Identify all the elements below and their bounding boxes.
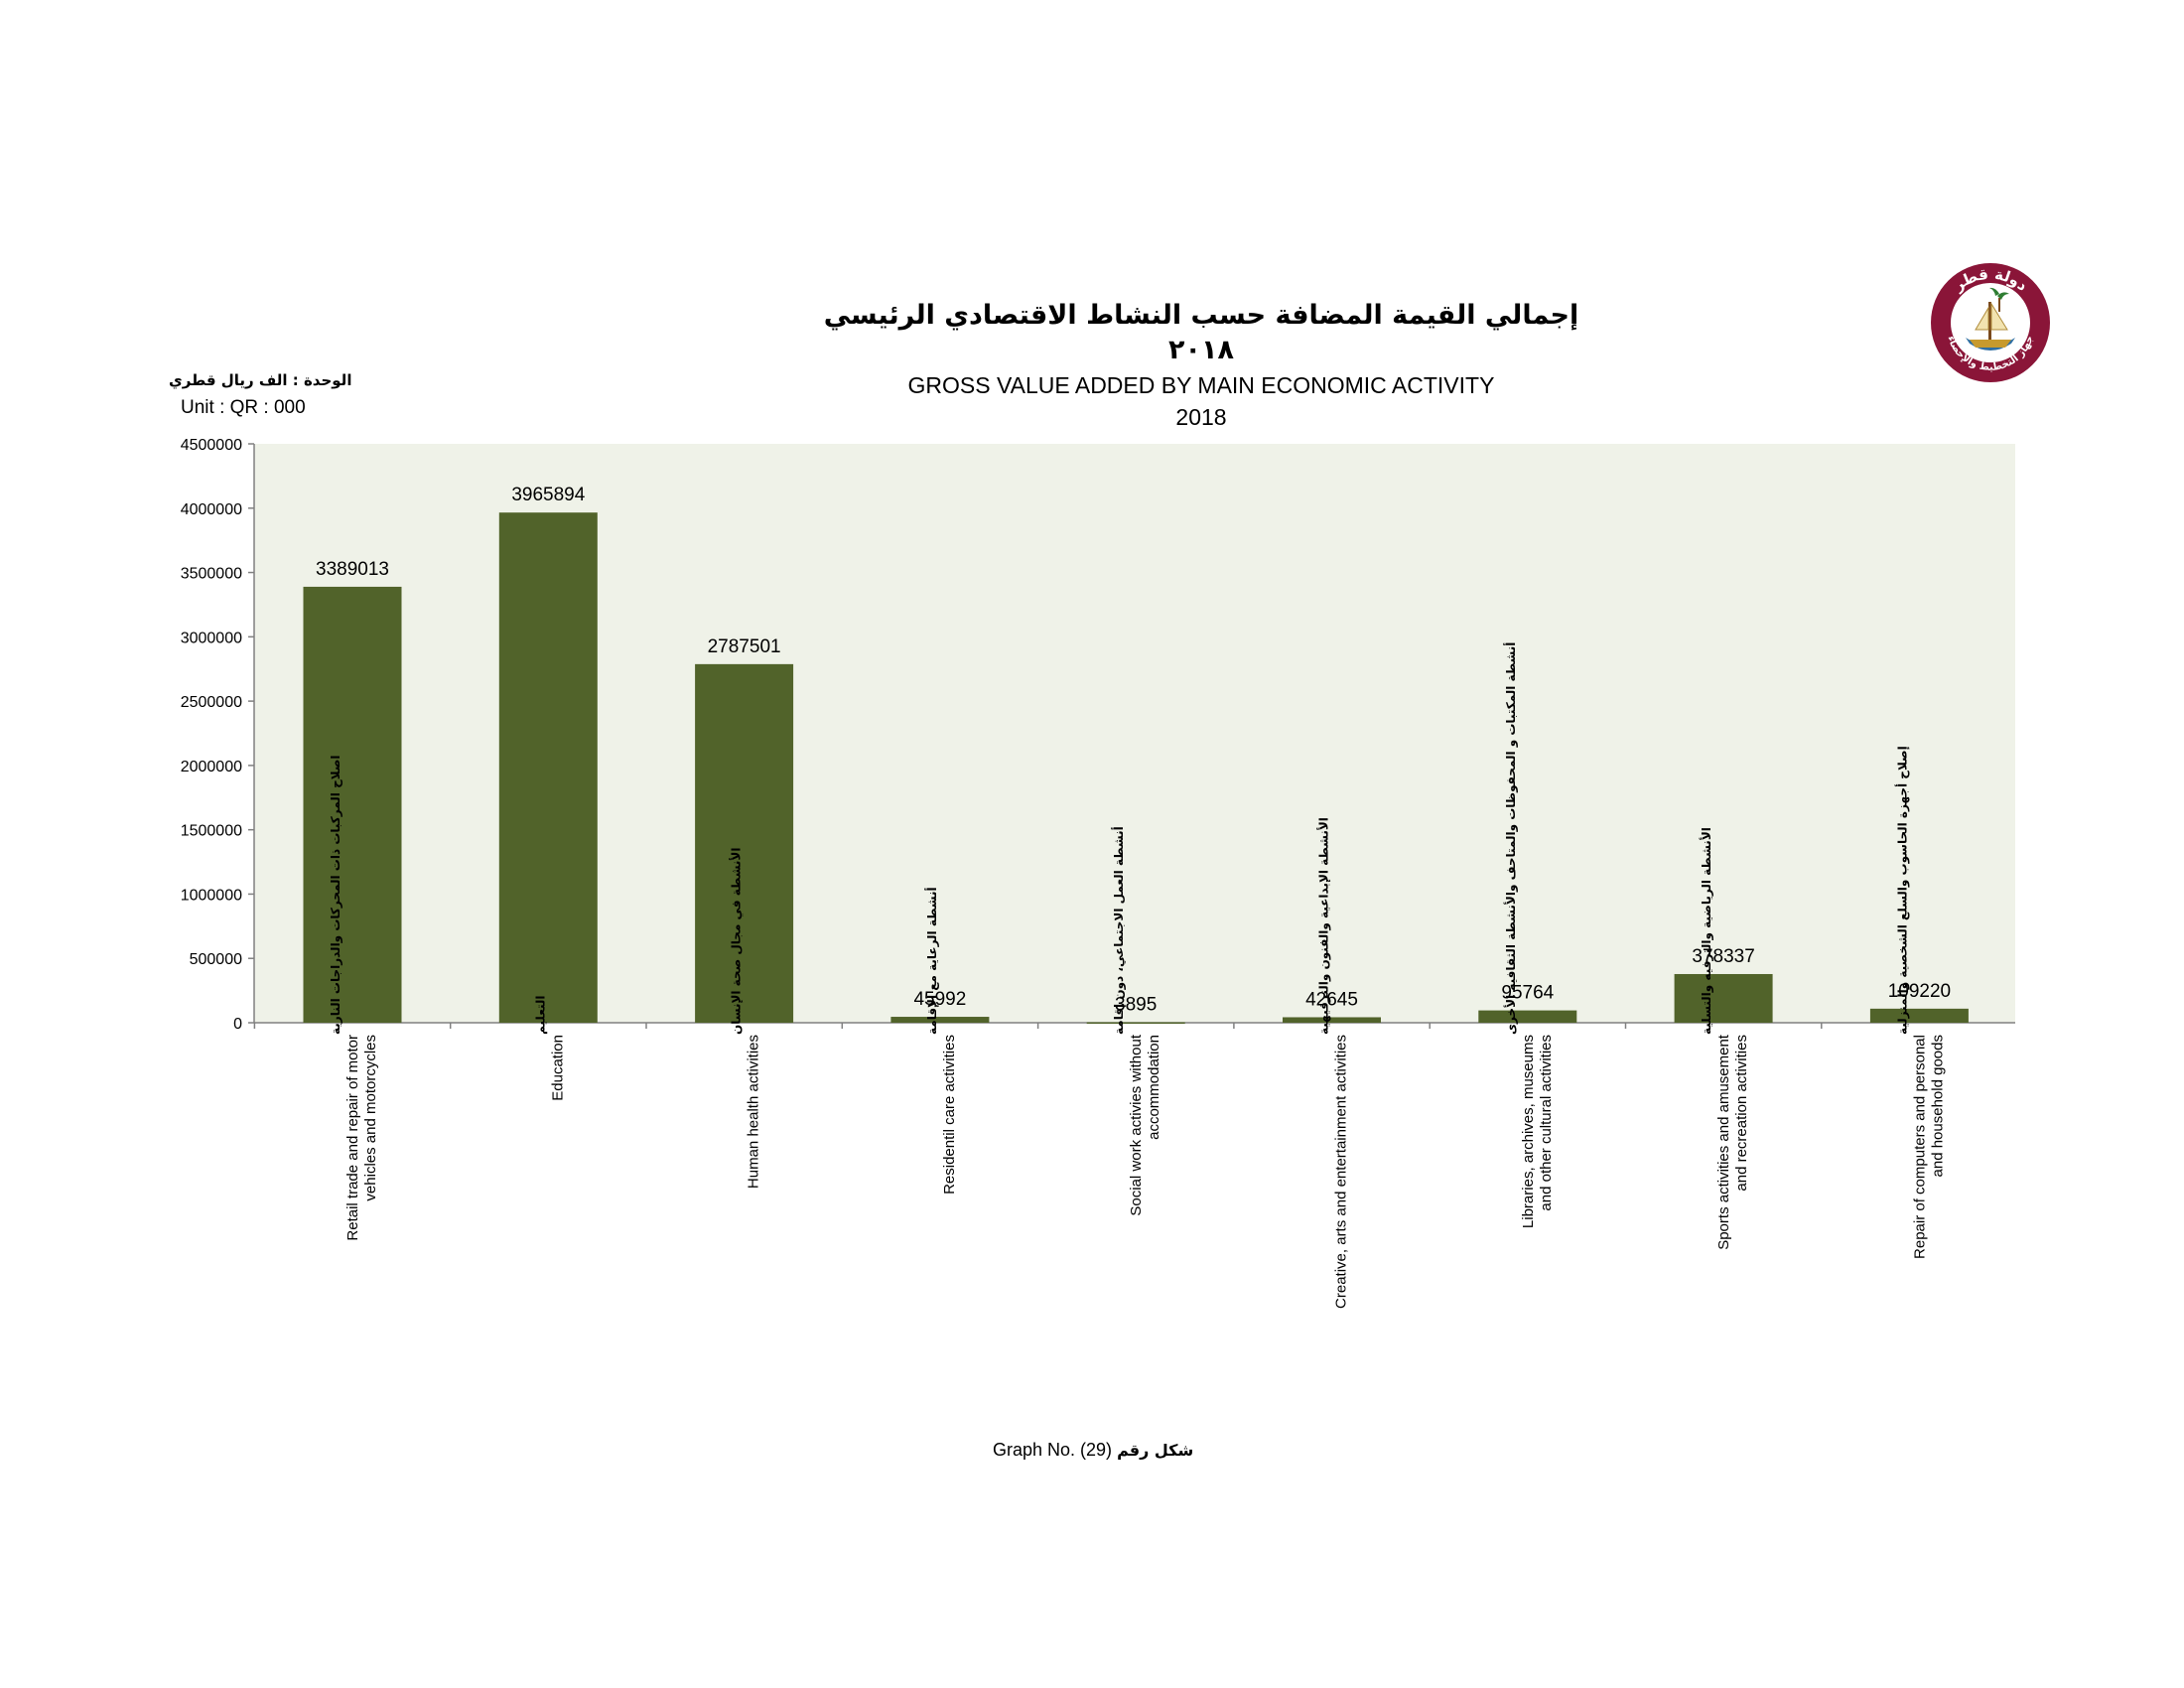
- x-category-label-english: vehicles and motorcycles: [362, 1035, 379, 1201]
- graph-number-english: Graph No. (29): [993, 1440, 1113, 1460]
- chart-title-arabic: إجمالي القيمة المضافة حسب النشاط الاقتصا…: [823, 300, 1579, 331]
- bar: [1478, 1010, 1577, 1023]
- bar: [695, 663, 794, 1023]
- qatar-psa-emblem-icon: دولة قطر جهاز التخطيط والإحصاء: [1926, 258, 2055, 387]
- bar-value-label: 3965894: [511, 485, 585, 505]
- x-category-label: اصلاح المركبات ذات المحركات والدراجات ال…: [329, 755, 379, 1240]
- x-category-label: إصلاح أجهزة الحاسوب والسلع الشخصية والمن…: [1894, 746, 1946, 1259]
- x-category-label-english: Repair of computers and personal: [1911, 1035, 1928, 1259]
- y-tick-label: 2000000: [181, 759, 242, 775]
- x-category-label-arabic: التعليم: [533, 996, 547, 1036]
- graph-number: Graph No. (29) شكل رقم: [993, 1440, 1193, 1461]
- bar: [498, 512, 598, 1023]
- x-category-label-english: Sports activities and amusement: [1715, 1034, 1732, 1250]
- x-category-label: الأنشطة الإبداعية والفنون والترفيهيةCrea…: [1316, 817, 1350, 1309]
- chart-year-english: 2018: [1175, 404, 1227, 430]
- y-tick-label: 2500000: [181, 694, 242, 711]
- y-tick-label: 1500000: [181, 823, 242, 840]
- y-tick-label: 500000: [190, 951, 242, 968]
- unit-label-arabic: الوحدة : الف ريال قطري: [169, 371, 352, 389]
- x-category-label-arabic: أنشطة المكتبات و المحفوظات والمتاحف والأ…: [1503, 642, 1519, 1035]
- y-tick-label: 4500000: [181, 437, 242, 454]
- y-tick-label: 4000000: [181, 501, 242, 518]
- x-category-label-arabic: الأنشطة الرياضية والترفيه والتسلية: [1699, 827, 1714, 1035]
- x-category-label-english: Libraries, archives, museums: [1520, 1035, 1537, 1228]
- bar: [1086, 1022, 1185, 1024]
- chart-title-block: إجمالي القيمة المضافة حسب النشاط الاقتصا…: [635, 298, 1767, 433]
- y-tick-label: 1000000: [181, 887, 242, 904]
- x-category-label-english: Creative, arts and entertainment activit…: [1333, 1035, 1350, 1309]
- x-category-label-arabic: أنشطة العمل الاجتماعي، دون إقامة: [1111, 826, 1127, 1035]
- x-category-label-arabic: أنشطة الرعاية مع الإقامة: [924, 887, 939, 1035]
- chart-year-arabic: ٢٠١٨: [1168, 335, 1234, 365]
- bar-value-label: 3895: [1115, 994, 1157, 1015]
- bar-value-label: 3389013: [316, 559, 389, 580]
- y-tick-label: 3500000: [181, 566, 242, 583]
- x-category-label-english: and recreation activities: [1733, 1035, 1750, 1192]
- bar: [1283, 1017, 1381, 1023]
- bar: [890, 1017, 990, 1023]
- x-category-label-arabic: إصلاح أجهزة الحاسوب والسلع الشخصية والمن…: [1894, 746, 1910, 1035]
- graph-number-arabic: شكل رقم: [1117, 1441, 1194, 1460]
- bar: [1869, 1008, 1969, 1023]
- y-tick-label: 3000000: [181, 630, 242, 646]
- bar-value-label: 95764: [1501, 983, 1554, 1004]
- x-category-label-english: Human health activities: [746, 1035, 762, 1189]
- chart-title-english: GROSS VALUE ADDED BY MAIN ECONOMIC ACTIV…: [907, 372, 1495, 398]
- x-category-label-english: Social work activies without: [1128, 1034, 1145, 1215]
- unit-label-english: Unit : QR : 000: [181, 397, 306, 418]
- x-category-label-english: Education: [549, 1035, 566, 1101]
- bar-value-label: 378337: [1692, 946, 1754, 967]
- bar: [1674, 973, 1773, 1023]
- bar-value-label: 109220: [1888, 981, 1951, 1002]
- x-category-label-english: accommodation: [1146, 1035, 1162, 1140]
- x-category-label-english: and other cultural activities: [1538, 1035, 1555, 1211]
- x-category-label-arabic: الأنشطة الإبداعية والفنون والترفيهية: [1316, 817, 1332, 1035]
- x-category-label: أنشطة المكتبات و المحفوظات والمتاحف والأ…: [1503, 642, 1555, 1228]
- bar-value-label: 42645: [1305, 989, 1358, 1010]
- x-category-label-english: and household goods: [1929, 1035, 1946, 1177]
- y-tick-label: 0: [233, 1016, 242, 1033]
- x-category-label: الأنشطة الرياضية والترفيه والتسليةSports…: [1699, 827, 1750, 1250]
- x-category-label-arabic: اصلاح المركبات ذات المحركات والدراجات ال…: [329, 755, 343, 1035]
- x-category-label-english: Retail trade and repair of motor: [344, 1035, 361, 1241]
- x-category-label-english: Residentil care activities: [941, 1035, 958, 1195]
- x-category-label-arabic: الأنشطة في مجال صحة الإنسان: [729, 848, 744, 1035]
- bar-value-label: 2787501: [708, 636, 781, 657]
- bar-value-label: 45992: [913, 989, 966, 1010]
- bar: [303, 586, 402, 1023]
